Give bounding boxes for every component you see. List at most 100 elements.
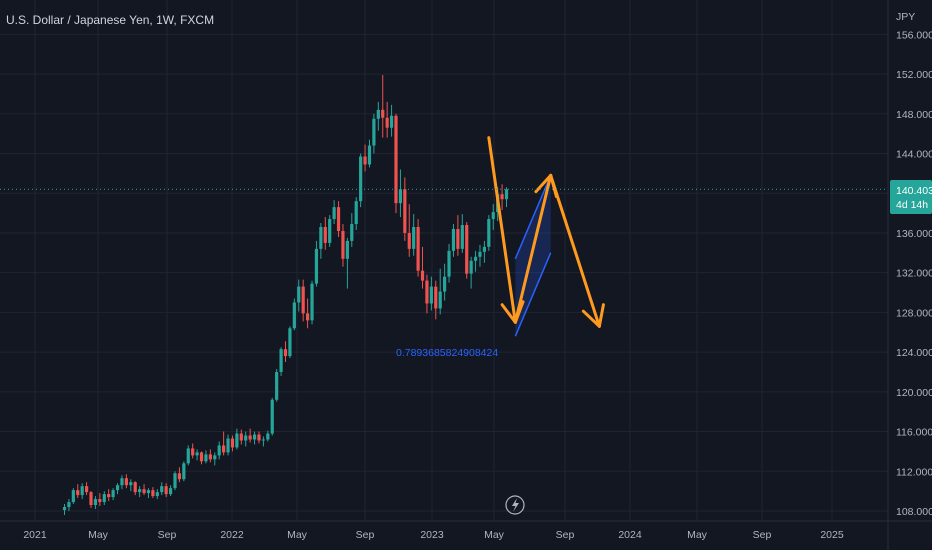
candle [412, 214, 416, 256]
candle [71, 488, 75, 505]
candle-body [491, 212, 495, 220]
candle-body [398, 189, 403, 204]
candle [301, 279, 305, 322]
candle [456, 215, 460, 256]
candle-body [323, 227, 327, 243]
y-tick-label: 120.000 [896, 387, 932, 399]
candle [115, 483, 120, 495]
candle-body [301, 286, 305, 314]
candle-body [257, 434, 261, 441]
candle-body [328, 219, 332, 243]
candle-body [407, 232, 411, 249]
candle-body [381, 109, 385, 118]
candle-body [292, 302, 296, 329]
candle-body [288, 328, 292, 357]
down-arrow-2[interactable] [549, 173, 605, 328]
candles [62, 75, 509, 515]
candle [504, 187, 509, 208]
candle [473, 250, 478, 272]
candle-body [173, 473, 177, 489]
candle [266, 430, 270, 442]
price-axis[interactable]: JPY 108.000 112.000 116.000 120.000 124.000 1… [887, 0, 932, 550]
lightning-icon[interactable] [505, 495, 525, 515]
candle [451, 224, 456, 257]
candle-body [447, 250, 451, 277]
candle [354, 197, 358, 230]
y-tick-label: 144.000 [896, 149, 932, 161]
x-tick-label: Sep [753, 529, 772, 541]
candle [270, 397, 274, 436]
candle [195, 449, 199, 461]
arrow-shaft [487, 136, 517, 324]
y-tick-label: 128.000 [896, 307, 932, 319]
candle [341, 224, 345, 267]
price-badge-bg [890, 180, 932, 214]
x-tick-label: May [484, 529, 505, 541]
x-tick-label: May [88, 529, 109, 541]
candle-body [98, 499, 102, 503]
candle [226, 434, 230, 456]
candle [151, 487, 155, 499]
candle-body [500, 194, 504, 200]
candle-body [252, 434, 257, 440]
x-tick-label: May [287, 529, 308, 541]
candle-body [376, 109, 380, 119]
candle [85, 482, 89, 496]
candle [394, 113, 398, 214]
candle [389, 104, 394, 137]
candle-body [345, 240, 349, 259]
candle [248, 428, 252, 443]
y-tick-label: 136.000 [896, 228, 932, 240]
currency-label: JPY [896, 11, 915, 23]
candle [443, 263, 447, 301]
candle-body [129, 482, 133, 486]
candle-body [416, 227, 420, 271]
candle [164, 483, 168, 498]
candle [217, 441, 221, 460]
candle-body [62, 507, 67, 511]
channel-lower-line[interactable] [514, 252, 552, 337]
candle [385, 101, 389, 138]
arrow-head [581, 309, 601, 328]
candle-body [204, 454, 208, 462]
candle-body [151, 490, 155, 497]
candle-body [420, 270, 425, 281]
candle-body [473, 256, 478, 261]
candle [332, 200, 336, 225]
candle [182, 461, 186, 482]
candle [62, 504, 67, 515]
x-tick-label: Sep [158, 529, 177, 541]
candle-body [191, 448, 195, 456]
candle [142, 484, 146, 496]
candle-body [482, 246, 486, 252]
x-tick-label: 2025 [820, 529, 844, 541]
candle [434, 280, 438, 320]
candle-body [336, 207, 341, 231]
candle [102, 491, 106, 506]
candle [425, 274, 429, 314]
candle [482, 240, 486, 263]
time-axis[interactable]: 2021 May Sep 2022 May Sep 2023 May Sep 2024 May Sep… [0, 520, 932, 541]
candle-body [93, 499, 98, 506]
candle-body [182, 463, 186, 480]
candle [252, 431, 257, 445]
candle [491, 204, 495, 230]
drawings[interactable] [487, 136, 605, 328]
candle [398, 169, 403, 218]
candle [500, 184, 504, 211]
y-tick-label: 124.000 [896, 347, 932, 359]
candle [288, 326, 292, 359]
candle-body [403, 189, 407, 233]
candle [279, 347, 283, 376]
y-tick-label: 148.000 [896, 109, 932, 121]
candle-body [67, 502, 71, 508]
candle [93, 496, 98, 510]
candle-body [155, 492, 159, 497]
candle [350, 213, 354, 247]
x-tick-label: 2022 [220, 529, 244, 541]
y-tick-label: 156.000 [896, 29, 932, 41]
candle [160, 482, 164, 496]
current-price-label: 140.403 [896, 185, 932, 197]
